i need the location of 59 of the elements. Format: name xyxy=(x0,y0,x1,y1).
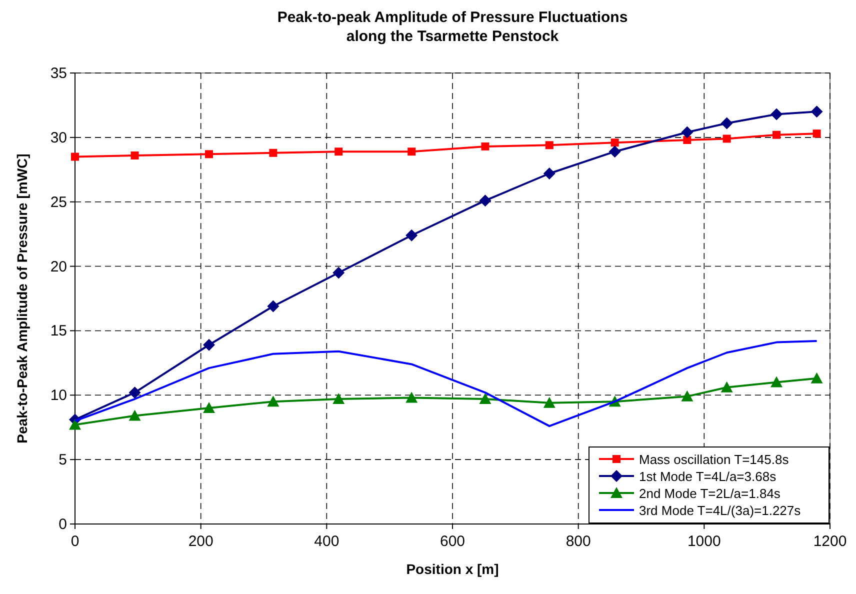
y-tick-label: 5 xyxy=(58,452,67,469)
legend-label: 1st Mode T=4L/a=3.68s xyxy=(639,469,777,484)
point xyxy=(772,130,781,139)
point xyxy=(608,146,621,158)
y-tick-label: 30 xyxy=(50,129,67,146)
y-tick-label: 0 xyxy=(58,516,67,533)
point xyxy=(543,396,556,408)
legend-label: 2nd Mode T=2L/a=1.84s xyxy=(639,486,781,501)
point xyxy=(812,130,821,138)
x-tick-label: 200 xyxy=(188,533,214,550)
chart-title: Peak-to-peak Amplitude of Pressure Fluctuations along the Tsarmette Penstock xyxy=(277,9,628,45)
point xyxy=(479,393,492,404)
y-axis-title: Peak-to-Peak Amplitude of Pressure [mWC] xyxy=(14,154,30,444)
legend-label: 3rd Mode T=4L/(3a)=1.227s xyxy=(639,503,802,518)
point xyxy=(128,386,141,399)
point xyxy=(267,396,280,407)
point xyxy=(770,376,783,388)
point xyxy=(205,150,214,158)
legend-label: Mass oscillation T=145.8s xyxy=(639,452,790,467)
point xyxy=(69,418,81,430)
point xyxy=(332,266,345,279)
point xyxy=(71,152,79,161)
point xyxy=(545,141,554,150)
point xyxy=(203,402,216,414)
point xyxy=(810,106,823,118)
y-tick-label: 25 xyxy=(50,194,67,211)
point xyxy=(810,372,823,384)
point xyxy=(128,410,141,421)
point xyxy=(269,148,278,157)
point xyxy=(681,126,694,138)
x-tick-label: 1200 xyxy=(813,533,847,550)
point xyxy=(332,393,345,404)
y-tick-label: 15 xyxy=(50,322,67,340)
point xyxy=(408,148,416,156)
point xyxy=(203,338,216,351)
point xyxy=(770,108,783,120)
x-tick-label: 1000 xyxy=(687,533,721,550)
y-tick-label: 35 xyxy=(50,65,67,82)
point xyxy=(610,138,619,147)
point xyxy=(683,136,692,144)
x-axis-title: Position x [m] xyxy=(406,561,499,577)
point xyxy=(720,381,733,392)
point xyxy=(334,148,343,156)
point xyxy=(481,142,490,150)
x-tick-label: 0 xyxy=(70,533,80,550)
point xyxy=(406,229,418,242)
point xyxy=(479,194,492,207)
point xyxy=(543,168,556,180)
point xyxy=(406,392,418,403)
point xyxy=(681,390,694,402)
x-tick-label: 800 xyxy=(566,533,591,550)
point xyxy=(720,117,733,130)
point xyxy=(130,151,139,160)
x-tick-label: 600 xyxy=(440,533,466,550)
x-tick-label: 400 xyxy=(314,533,340,550)
y-tick-label: 20 xyxy=(50,258,67,276)
point xyxy=(267,300,280,312)
point xyxy=(722,134,731,143)
y-tick-label: 10 xyxy=(50,387,67,404)
